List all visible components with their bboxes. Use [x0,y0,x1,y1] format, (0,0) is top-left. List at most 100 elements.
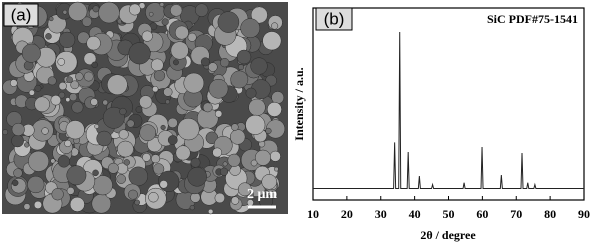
particle [45,33,52,40]
particle [187,32,197,42]
particle [142,153,151,162]
particle [21,43,41,63]
particle [70,80,80,90]
particle [64,139,72,148]
particle [174,25,189,40]
particle [128,166,148,186]
particle [41,127,49,135]
particle [207,208,214,215]
particle [161,18,169,26]
x-tick-label: 40 [409,207,421,221]
particle [107,74,128,96]
x-axis-label: 2θ / degree [420,228,476,242]
particle [189,204,195,211]
x-tick-label: 30 [375,207,387,221]
particle [248,98,266,116]
particle [102,99,109,106]
x-tick-label: 20 [341,207,353,221]
particle [148,11,154,17]
particle [148,192,159,203]
particle [11,179,19,187]
panel-label: (a) [11,5,32,24]
particle [34,84,42,92]
particle [11,134,24,148]
x-tick-label: 70 [510,207,522,221]
particle [94,124,100,129]
particle [2,129,9,136]
particle [57,58,66,66]
particle [28,150,50,172]
particle [271,22,279,30]
particle [83,52,97,66]
particle [165,99,171,105]
x-tick-label: 60 [476,207,488,221]
x-tick-label: 50 [443,207,455,221]
particle [230,70,249,89]
particle [128,189,138,200]
x-tick-label: 90 [578,207,590,221]
particle [47,76,57,86]
particle [34,96,50,113]
xrd-line [313,31,584,189]
particle [245,87,257,99]
particle [194,3,209,17]
annotation: SiC PDF#75-1541 [487,12,578,26]
particle [68,1,88,22]
particle [217,11,240,33]
particle [90,98,98,106]
particle [274,166,279,172]
particle [159,2,165,7]
particle [59,31,76,49]
particle [48,16,54,22]
particle [126,119,135,128]
particle [160,124,166,131]
panel-label-box [315,7,353,31]
particle [200,57,210,67]
particle [69,93,78,102]
particle [92,169,99,177]
particle [167,135,178,145]
particle [236,49,252,65]
particle [265,127,272,135]
particle [65,97,71,103]
particle [50,95,62,106]
particle [220,57,230,68]
particle [66,186,75,195]
particle [237,182,252,197]
particle [9,79,18,87]
panel-label: (b) [324,9,345,28]
x-tick-label: 10 [307,207,319,221]
particle [266,101,282,117]
particle [24,142,30,148]
sem-particles [2,1,286,215]
particle [57,155,71,168]
particle [134,199,140,206]
particle [66,165,87,186]
scale-bar-label: 2 μm [247,187,277,202]
particle [159,180,168,189]
particle [55,51,78,74]
particle [23,203,31,210]
particle [153,69,166,82]
particle [98,1,120,24]
particle [118,129,129,140]
particle [141,30,153,42]
particle [167,117,178,128]
particle [190,157,201,168]
particle [214,110,223,118]
particle [269,150,281,162]
particle [177,117,200,141]
particle [28,89,35,96]
particle [62,9,68,15]
particle [116,174,127,184]
particle [222,161,228,167]
particle [173,59,179,66]
particle [231,123,239,131]
particle [11,122,25,137]
particle [119,107,127,116]
particle [230,196,240,205]
particle [81,16,93,27]
particle [51,188,64,201]
particle [96,130,112,147]
